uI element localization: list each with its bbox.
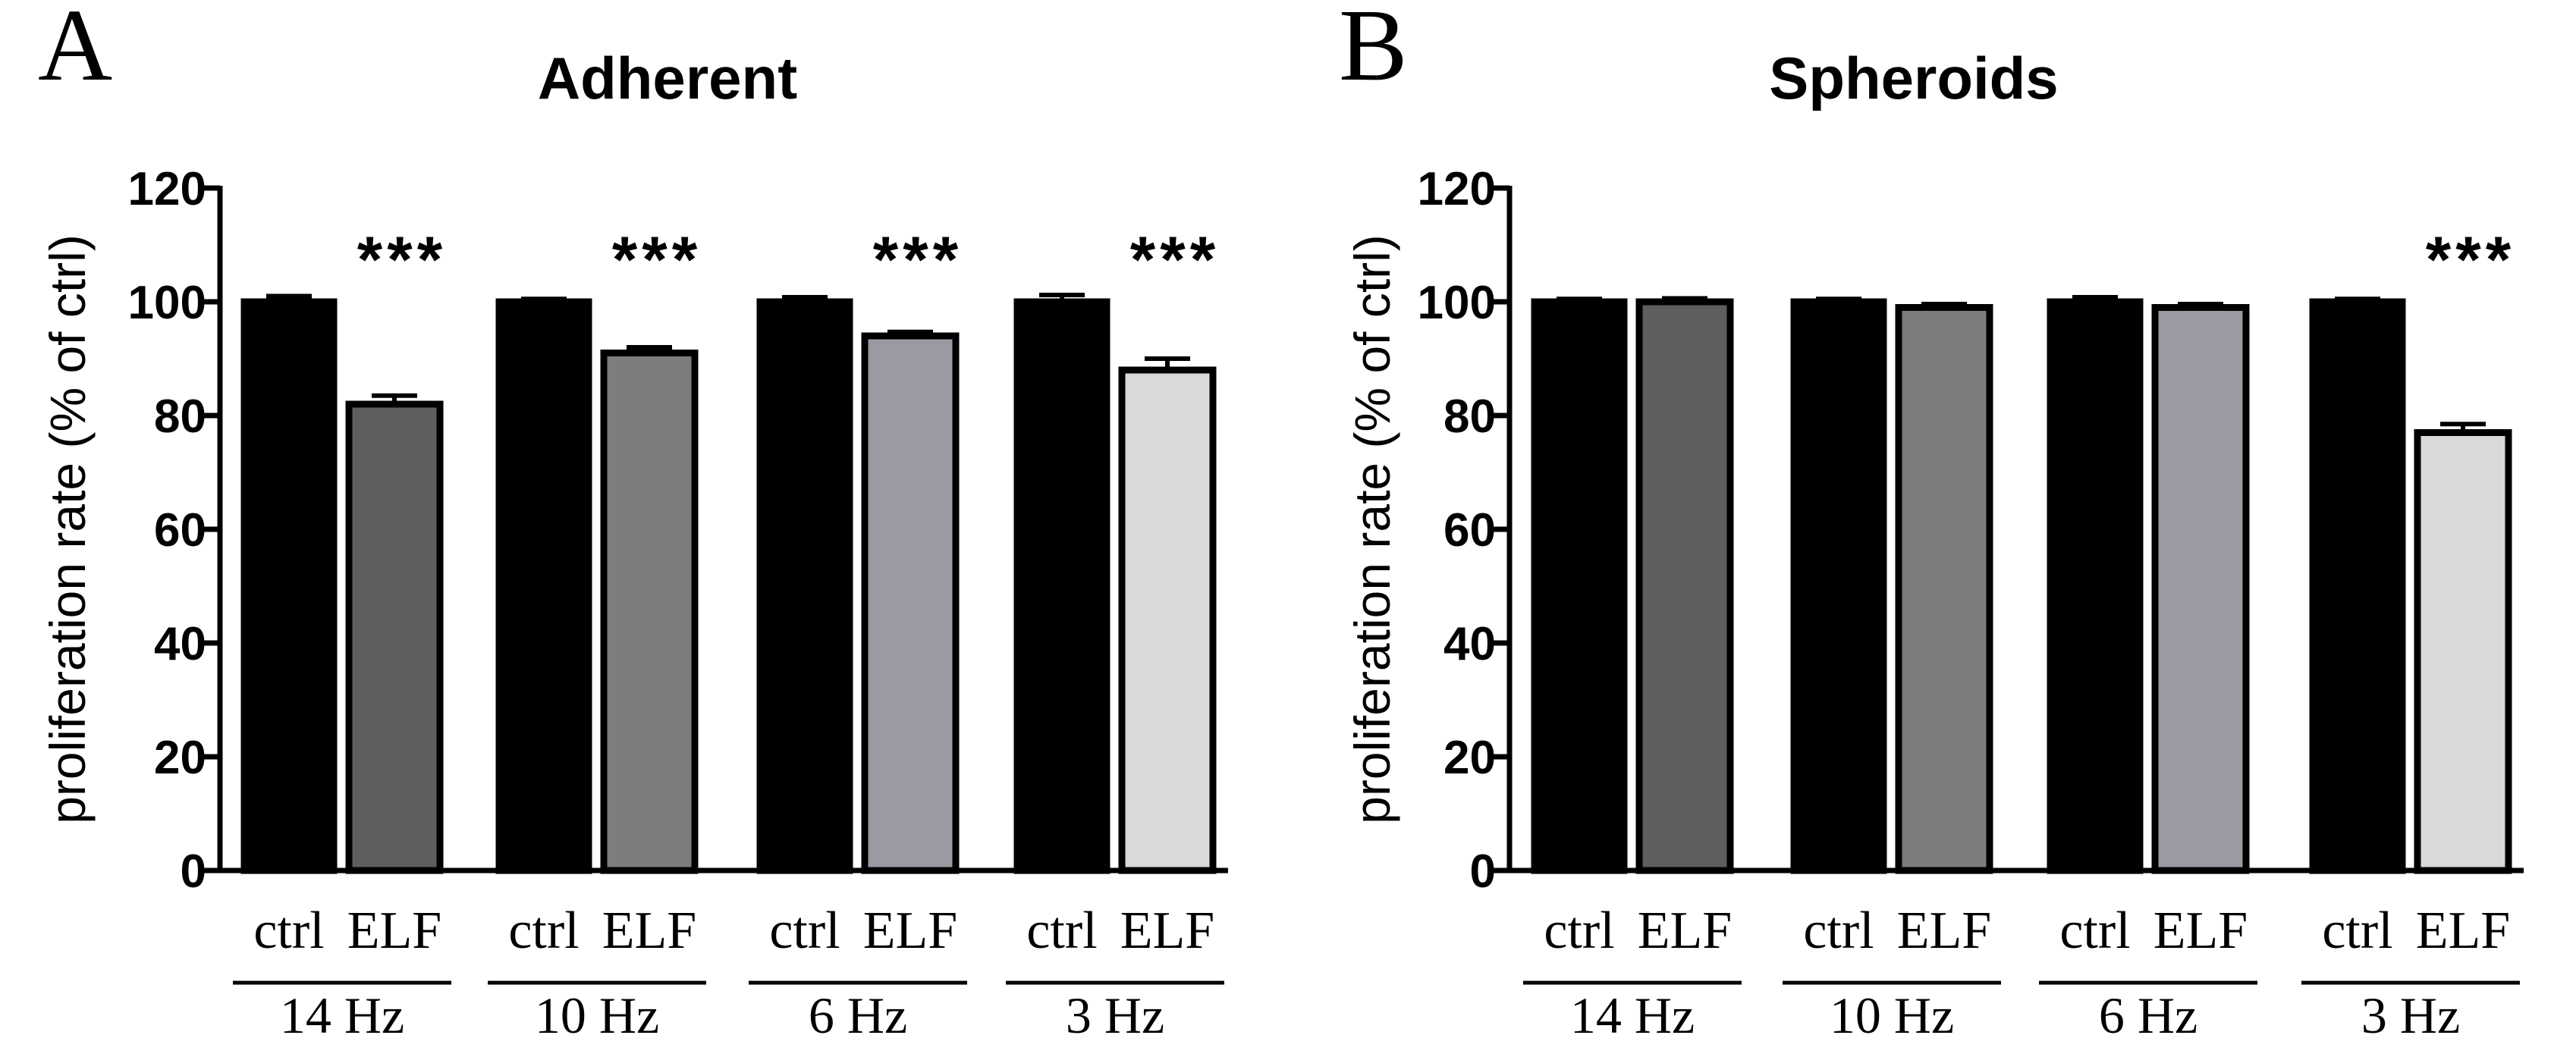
panel-a-letter: A	[38, 0, 112, 102]
panel-b-y-axis-label: proliferation rate (% of ctrl)	[1344, 234, 1400, 824]
panel-b-bar-10hz-elf	[1895, 304, 1993, 874]
panel-b-bar-6hz-ctrl	[2047, 298, 2144, 874]
panel-a-y-tick-label: 20	[154, 732, 206, 784]
panel-a-x-label-elf: ELF	[863, 902, 957, 960]
panel-b-significance-marker: ***	[2426, 224, 2515, 296]
panel-a-y-tick-label: 0	[181, 845, 206, 898]
panel-a-title: Adherent	[538, 45, 797, 111]
panel-a-significance-marker: ***	[357, 224, 447, 296]
panel-a-x-label-elf: ELF	[347, 902, 441, 960]
panel-b-group-label: 3 Hz	[2361, 987, 2460, 1044]
panel-a-significance-marker: ***	[873, 224, 963, 296]
panel-a-group-label: 3 Hz	[1066, 987, 1164, 1044]
panel-b-y-tick-label: 80	[1444, 391, 1496, 443]
panel-a-group-label: 14 Hz	[280, 987, 404, 1044]
panel-b-bar-14hz-elf	[1635, 298, 1734, 874]
panel-b-y-tick-label: 0	[1470, 845, 1496, 898]
panel-a-group-label: 6 Hz	[809, 987, 907, 1044]
panel-a-bar-10hz-ctrl	[495, 298, 592, 874]
panel-b-x-label-ctrl: ctrl	[2322, 902, 2392, 960]
panel-b-x-label-ctrl: ctrl	[1803, 902, 1874, 960]
panel-a-y-axis-label: proliferation rate (% of ctrl)	[39, 234, 96, 824]
panel-a-bar-3hz-ctrl	[1013, 298, 1111, 874]
panel-a-y-tick-label: 40	[154, 618, 206, 670]
panel-a-y-tick-label: 100	[128, 277, 206, 329]
panel-a-x-label-ctrl: ctrl	[769, 902, 840, 960]
panel-a-chart: A Adherent proliferation rate (% of ctrl) 0…	[38, 0, 1228, 1044]
panel-b-y-tick-label: 120	[1418, 163, 1496, 215]
panel-b-bar-14hz-ctrl	[1531, 298, 1628, 874]
panel-a-bar-3hz-elf	[1118, 366, 1217, 874]
panel-a-x-label-ctrl: ctrl	[253, 902, 324, 960]
panel-a-y-tick-label: 60	[154, 504, 206, 557]
panel-b-x-label-ctrl: ctrl	[2059, 902, 2130, 960]
panel-b-y-tick-label: 20	[1444, 732, 1496, 784]
panel-b-group-label: 14 Hz	[1570, 987, 1695, 1044]
panel-a-y-tick-label: 80	[154, 391, 206, 443]
panel-b-letter: B	[1339, 0, 1408, 102]
panel-b-group-label: 6 Hz	[2099, 987, 2197, 1044]
panel-b-bar-10hz-ctrl	[1790, 298, 1887, 874]
panel-b-y-tick-label: 60	[1444, 504, 1496, 557]
panel-b-x-label-ctrl: ctrl	[1544, 902, 1614, 960]
panel-b-x-label-elf: ELF	[2153, 902, 2248, 960]
panel-a-significance-marker: ***	[1130, 224, 1220, 296]
panel-b-bar-3hz-ctrl	[2309, 298, 2406, 874]
panel-b-x-label-elf: ELF	[2416, 902, 2510, 960]
panel-a-bar-14hz-ctrl	[240, 298, 338, 874]
panel-a-significance-marker: ***	[612, 224, 702, 296]
panel-a-y-tick-label: 120	[128, 163, 206, 215]
panel-b-y-tick-label: 40	[1444, 618, 1496, 670]
panel-b-bar-3hz-elf	[2414, 429, 2512, 874]
panel-a-bar-6hz-ctrl	[756, 298, 853, 874]
panel-b-title: Spheroids	[1769, 45, 2058, 111]
panel-b-x-label-elf: ELF	[1897, 902, 1991, 960]
panel-b-x-label-elf: ELF	[1638, 902, 1732, 960]
panel-a-x-label-ctrl: ctrl	[508, 902, 579, 960]
panel-b-chart: B Spheroids proliferation rate (% of ctrl)…	[1339, 0, 2524, 1044]
panel-a-bar-14hz-elf	[345, 400, 444, 874]
panel-a-bar-10hz-elf	[600, 350, 699, 874]
panel-a-x-label-elf: ELF	[602, 902, 696, 960]
panel-b-y-tick-label: 100	[1418, 277, 1496, 329]
panel-b-group-label: 10 Hz	[1830, 987, 1954, 1044]
panel-a-bar-6hz-elf	[861, 332, 960, 874]
panel-a-x-label-elf: ELF	[1120, 902, 1214, 960]
panel-a-group-label: 10 Hz	[535, 987, 659, 1044]
panel-a-x-label-ctrl: ctrl	[1026, 902, 1097, 960]
panel-b-bar-6hz-elf	[2151, 304, 2250, 874]
